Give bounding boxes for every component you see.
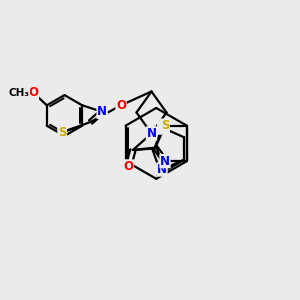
Text: O: O — [123, 160, 134, 173]
Text: N: N — [157, 163, 167, 176]
Text: N: N — [97, 105, 107, 118]
Text: S: S — [161, 119, 169, 132]
Text: CH₃: CH₃ — [8, 88, 29, 98]
Text: N: N — [146, 127, 157, 140]
Text: S: S — [158, 121, 166, 134]
Text: O: O — [28, 86, 38, 99]
Text: S: S — [58, 126, 66, 139]
Text: O: O — [116, 99, 126, 112]
Text: N: N — [160, 154, 170, 168]
